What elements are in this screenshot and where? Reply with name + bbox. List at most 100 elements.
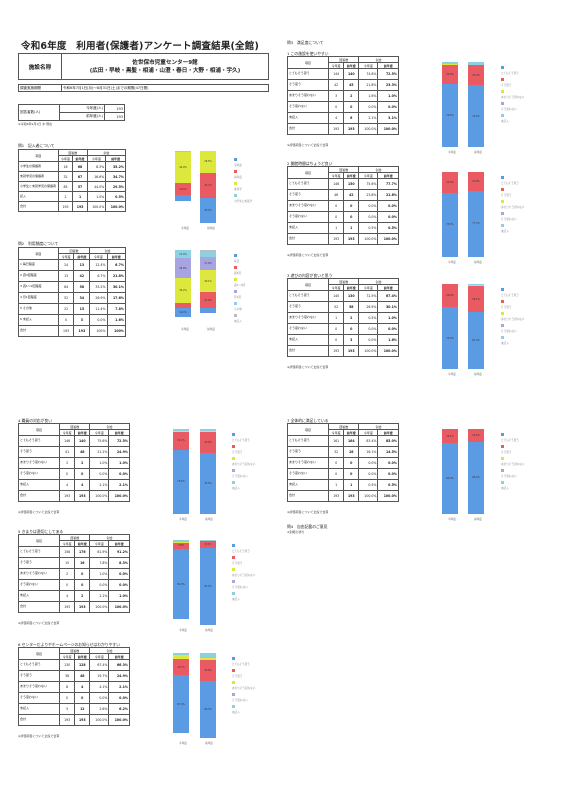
row-value-cell: 58 (73, 281, 91, 293)
row-value-cell: 0 (57, 314, 75, 326)
row-item-label: 2 週3回程度 (18, 270, 59, 282)
row-value-cell: 193 (57, 325, 75, 337)
row-value-cell: 193 (59, 601, 76, 613)
bar-caption-last-year: 前年度 (205, 518, 213, 521)
bar-segment-label: 21.2% (177, 439, 185, 443)
table-row: 未記入 0 3 0.0% 1.6% (286, 334, 399, 346)
table-row: とてもそう思う 130 128 67.4% 66.3% (17, 659, 130, 671)
row-item-label: そう思わない (286, 468, 330, 480)
legend-item: そう思う (232, 556, 255, 568)
bar-segment-label: 30.1% (204, 279, 212, 283)
row-value-cell: 1.6% (106, 314, 126, 326)
row-value-cell: 193 (343, 490, 360, 502)
bar-segment (200, 308, 216, 314)
row-value-cell: 1 (72, 191, 88, 202)
q3-2-bar-this-year: 23.8% 75.6% (442, 172, 458, 257)
legend-swatch (232, 457, 235, 460)
table-row: 4 月1回程度 52 34 26.9% 17.6% (18, 292, 126, 304)
bar-segment-label: 16.1% (446, 434, 454, 438)
row-item-label: 合計 (17, 490, 61, 502)
row-value-cell: 16 (74, 557, 91, 569)
bar-segment-label: 24.9% (204, 440, 212, 444)
row-value-cell: 21.2% (89, 446, 110, 458)
row-value-cell: 193 (59, 490, 76, 502)
row-item-label: あまりそう思わない (286, 200, 330, 212)
row-value-cell: 68 (72, 161, 88, 172)
row-value-cell: 44.0% (86, 181, 107, 192)
header-item-cell: 項目 (18, 247, 59, 260)
legend-label: あまりそう思わない (232, 687, 256, 690)
row-value-cell: 0.0% (89, 579, 110, 591)
legend-label: 毎日 (234, 260, 240, 263)
row-value-cell: 2.1% (358, 112, 379, 124)
legend-item: そう思わない (232, 693, 255, 705)
row-item-label: 合計 (286, 490, 330, 502)
bar-segment-label: 75.6% (177, 480, 185, 484)
bar-caption-this-year: 今年度 (179, 518, 187, 521)
row-value-cell: 193 (74, 714, 91, 726)
row-value-cell: 6.7% (89, 270, 108, 282)
chart-legend: とてもそう思う そう思う あまりそう思わない そう思わない 未記入 (501, 176, 524, 236)
q3-4-bar-last-year: 24.9% 72.5% (200, 429, 216, 515)
legend-swatch (501, 324, 504, 327)
row-value-cell: 0 (328, 101, 345, 113)
bar-segment-label: 23.3% (472, 73, 480, 77)
row-value-cell: 100% (106, 325, 126, 337)
legend-swatch (501, 176, 504, 179)
table-row: そう思う 42 45 21.8% 23.3% (286, 79, 399, 91)
legend-label: 前年度 (234, 176, 242, 179)
row-value-cell: 193 (343, 233, 360, 245)
period-label: 調査実施期間 (18, 84, 62, 92)
q4-title: 問4 自由記載のご意見 (287, 524, 328, 529)
row-value-cell: 0.5% (377, 222, 399, 234)
bar-caption-this-year: 今年度 (181, 227, 189, 230)
q2-bar-this-year: 11.4% 26.9% 33.2% 12.4% (175, 250, 191, 324)
bar-segment (200, 431, 216, 453)
row-value-cell: 193 (328, 123, 345, 135)
legend-item: 未記入 (234, 314, 245, 326)
bar-segment (442, 65, 458, 84)
row-item-label: そう思う (286, 79, 330, 91)
legend-swatch (501, 312, 504, 315)
bar-caption-last-year: 前年度 (207, 227, 215, 230)
table-row: そう思わない 0 0 0.0% 0.0% (17, 579, 130, 591)
legend-swatch (501, 457, 504, 460)
legend-label: その他 (234, 308, 242, 311)
row-value-cell: 2 (74, 457, 91, 469)
row-value-cell: 0.0% (377, 211, 399, 223)
row-value-cell: 0.0% (377, 101, 399, 113)
respondent-count-table: 回答者数(人) 今年度(人) 193 前年度(人) 193 (18, 104, 125, 121)
legend-item: 前年度 (234, 170, 252, 182)
legend-item: そう思わない (232, 580, 255, 592)
row-value-cell: 34.7% (105, 171, 126, 182)
bar-caption-this-year: 今年度 (448, 518, 456, 521)
bar-segment (173, 675, 189, 733)
row-value-cell: 2 (343, 90, 360, 102)
legend-swatch (232, 681, 235, 684)
row-value-cell: 0 (74, 568, 91, 580)
table-row: 合計 193 193 100.0% 100.0% (18, 201, 126, 212)
table-row: 未記入 4 6 2.1% 3.1% (286, 112, 399, 124)
row-value-cell: 140 (343, 68, 360, 80)
legend-item: そう思わない (501, 102, 524, 114)
legend-swatch (501, 114, 504, 117)
bar-segment (173, 430, 189, 432)
row-value-cell: 21.8% (377, 189, 399, 201)
row-item-label: 1 毎日程度 (18, 259, 59, 271)
bar-segment-label: 7.8% (177, 544, 185, 548)
row-value-cell: 100.0% (108, 490, 130, 502)
legend-item: そう思わない (501, 212, 524, 224)
legend-item: とてもそう思う (501, 176, 524, 188)
legend-swatch (232, 544, 235, 547)
bar-caption-this-year: 今年度 (181, 328, 189, 331)
chart-legend: とてもそう思う そう思う あまりそう思わない そう思わない 未記入 (501, 433, 524, 493)
legend-swatch (501, 336, 504, 339)
row-item-label: そう思わない (286, 101, 330, 113)
facility-label: 施設名称 (18, 53, 62, 80)
legend-item: 未記入 (501, 224, 524, 236)
q3-2-title: 2 開館時間はちょうど良い (287, 161, 333, 166)
row-value-cell: 13 (73, 259, 91, 271)
q3-title: 問3 満足度について (287, 40, 324, 45)
row-value-cell: 0 (59, 579, 76, 591)
row-value-cell: 0.0% (358, 211, 379, 223)
